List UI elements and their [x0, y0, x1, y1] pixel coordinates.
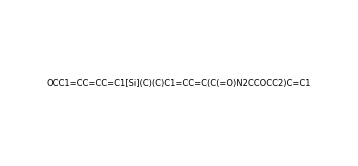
Text: OCC1=CC=CC=C1[Si](C)(C)C1=CC=C(C(=O)N2CCOCC2)C=C1: OCC1=CC=CC=C1[Si](C)(C)C1=CC=C(C(=O)N2CC… [47, 79, 311, 87]
